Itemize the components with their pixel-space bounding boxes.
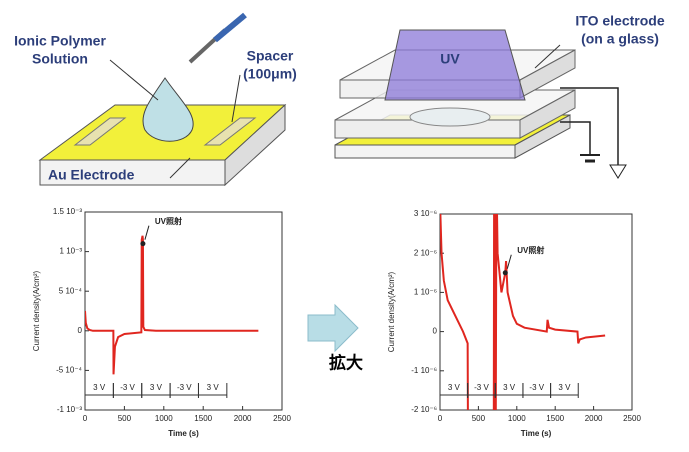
annotation: UV照射 bbox=[517, 245, 544, 255]
data-line bbox=[85, 236, 258, 375]
y-tick-label: 3 10⁻⁶ bbox=[414, 209, 437, 218]
plot-frame bbox=[440, 214, 632, 410]
figure: Ionic Polymer Solution Spacer (100μm) Au… bbox=[0, 0, 689, 452]
label: (on a glass) bbox=[581, 31, 659, 47]
left-diagram: Ionic Polymer Solution Spacer (100μm) Au… bbox=[14, 15, 297, 185]
zoom-label: 拡大 bbox=[329, 352, 363, 372]
segment-label: 3 V bbox=[558, 383, 571, 392]
x-tick-label: 1500 bbox=[194, 414, 212, 423]
y-tick-label: -5 10⁻⁴ bbox=[56, 366, 82, 375]
zoom-arrow bbox=[308, 305, 358, 351]
y-tick-label: 0 bbox=[78, 326, 83, 335]
label: ITO electrode bbox=[575, 13, 664, 29]
label: Solution bbox=[32, 51, 88, 67]
segment-label: -3 V bbox=[474, 383, 489, 392]
y-tick-label: 5 10⁻⁴ bbox=[59, 286, 83, 295]
x-tick-label: 0 bbox=[438, 414, 443, 423]
x-tick-label: 2000 bbox=[234, 414, 252, 423]
annotation-arrow bbox=[507, 255, 511, 269]
y-tick-label: -1 10⁻⁶ bbox=[411, 366, 437, 375]
y-tick-label: 1.5 10⁻³ bbox=[53, 207, 82, 216]
y-axis-label: Current density(A/cm²) bbox=[32, 270, 41, 351]
segment-label: 3 V bbox=[150, 383, 163, 392]
label: (100μm) bbox=[243, 66, 297, 82]
label: UV bbox=[440, 51, 460, 67]
y-tick-label: -1 10⁻³ bbox=[57, 405, 82, 414]
segment-label: 3 V bbox=[207, 383, 220, 392]
x-tick-label: 0 bbox=[83, 414, 88, 423]
annotation: UV照射 bbox=[155, 216, 182, 226]
y-tick-label: -2 10⁻⁶ bbox=[411, 405, 437, 414]
x-tick-label: 2500 bbox=[273, 414, 291, 423]
plot-area bbox=[440, 175, 605, 449]
segment-label: 3 V bbox=[503, 383, 516, 392]
label: Spacer bbox=[247, 48, 294, 64]
data-line bbox=[440, 175, 605, 449]
segment-label: -3 V bbox=[120, 383, 135, 392]
plot-frame bbox=[85, 212, 282, 410]
annotation-marker bbox=[140, 241, 145, 246]
right-diagram: UV ITO electrode (on a glass) bbox=[335, 13, 665, 178]
x-tick-label: 1500 bbox=[546, 414, 564, 423]
x-tick-label: 500 bbox=[472, 414, 486, 423]
segment-label: -3 V bbox=[177, 383, 192, 392]
x-tick-label: 1000 bbox=[508, 414, 526, 423]
annotation-marker bbox=[503, 270, 508, 275]
annotation-arrow bbox=[145, 226, 149, 240]
x-tick-label: 1000 bbox=[155, 414, 173, 423]
x-tick-label: 2000 bbox=[585, 414, 603, 423]
segment-label: -3 V bbox=[529, 383, 544, 392]
segment-label: 3 V bbox=[448, 383, 461, 392]
x-tick-label: 2500 bbox=[623, 414, 641, 423]
y-tick-label: 1 10⁻⁶ bbox=[414, 288, 437, 297]
y-axis-label: Current density(A/cm²) bbox=[387, 271, 396, 352]
plot-area bbox=[85, 236, 258, 375]
x-tick-label: 500 bbox=[118, 414, 132, 423]
x-axis-label: Time (s) bbox=[168, 429, 199, 438]
y-tick-label: 2 10⁻⁶ bbox=[414, 248, 437, 257]
x-axis-label: Time (s) bbox=[521, 429, 552, 438]
label: Ionic Polymer bbox=[14, 33, 106, 49]
y-tick-label: 0 bbox=[433, 327, 438, 336]
segment-label: 3 V bbox=[93, 383, 106, 392]
label: Au Electrode bbox=[48, 167, 135, 183]
y-tick-label: 1 10⁻³ bbox=[60, 247, 83, 256]
